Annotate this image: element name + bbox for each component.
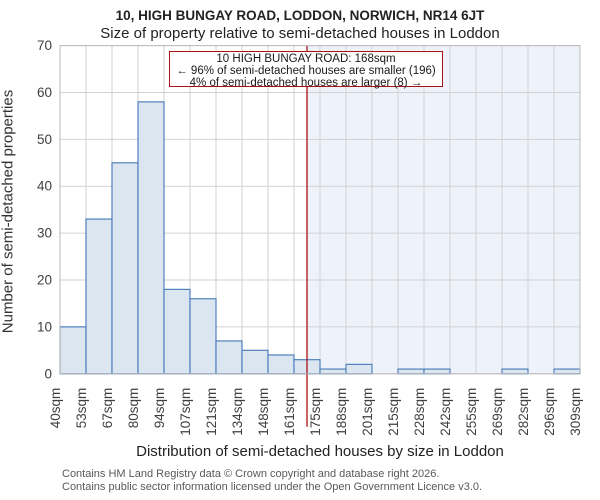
svg-text:40sqm: 40sqm	[48, 388, 63, 429]
svg-text:134sqm: 134sqm	[230, 388, 245, 436]
svg-text:50: 50	[37, 132, 52, 147]
svg-text:94sqm: 94sqm	[152, 388, 167, 429]
svg-text:148sqm: 148sqm	[256, 388, 271, 436]
svg-text:309sqm: 309sqm	[568, 388, 583, 436]
svg-text:188sqm: 188sqm	[334, 388, 349, 436]
svg-text:201sqm: 201sqm	[360, 388, 375, 436]
svg-text:242sqm: 242sqm	[438, 388, 453, 436]
svg-text:0: 0	[44, 366, 52, 381]
svg-text:228sqm: 228sqm	[412, 388, 427, 436]
svg-text:53sqm: 53sqm	[74, 388, 89, 429]
svg-text:161sqm: 161sqm	[282, 388, 297, 436]
svg-text:10: 10	[37, 319, 52, 334]
svg-text:60: 60	[37, 85, 52, 100]
svg-text:269sqm: 269sqm	[490, 388, 505, 436]
svg-text:282sqm: 282sqm	[516, 388, 531, 436]
svg-text:121sqm: 121sqm	[204, 388, 219, 436]
svg-text:175sqm: 175sqm	[308, 388, 323, 436]
svg-text:30: 30	[37, 226, 52, 241]
svg-text:296sqm: 296sqm	[542, 388, 557, 436]
svg-text:70: 70	[37, 38, 52, 53]
svg-text:40: 40	[37, 179, 52, 194]
svg-text:255sqm: 255sqm	[464, 388, 479, 436]
svg-text:67sqm: 67sqm	[100, 388, 115, 429]
svg-text:80sqm: 80sqm	[126, 388, 141, 429]
svg-text:107sqm: 107sqm	[178, 388, 193, 436]
svg-text:20: 20	[37, 272, 52, 287]
svg-text:215sqm: 215sqm	[386, 388, 401, 436]
